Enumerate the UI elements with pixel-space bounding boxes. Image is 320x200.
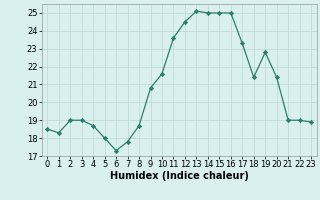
X-axis label: Humidex (Indice chaleur): Humidex (Indice chaleur) [110,171,249,181]
